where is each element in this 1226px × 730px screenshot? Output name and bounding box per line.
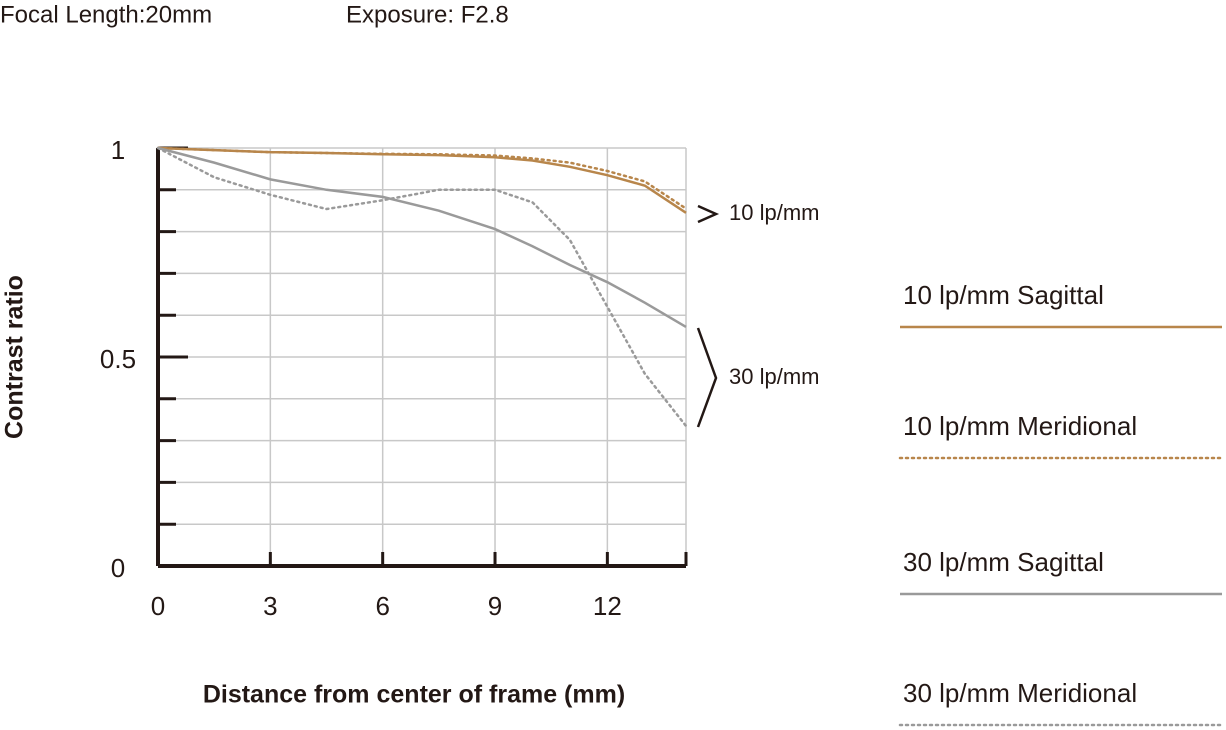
legend-label: 10 lp/mm Sagittal <box>903 280 1104 310</box>
x-tick-label: 0 <box>151 591 165 621</box>
header-focal: Focal Length:20mm <box>0 1 212 28</box>
series-line <box>157 146 687 328</box>
x-axis-label: Distance from center of frame (mm) <box>203 681 625 709</box>
legend-label: 30 lp/mm Sagittal <box>903 547 1104 577</box>
x-tick-label: 6 <box>375 591 389 621</box>
legend-label: 30 lp/mm Meridional <box>903 678 1137 708</box>
x-tick-label: 9 <box>488 591 502 621</box>
y-axis-label: Contrast ratio <box>1 275 29 439</box>
x-tick-label: 3 <box>263 591 277 621</box>
y-tick-label: 0 <box>111 553 125 583</box>
annotation: 30 lp/mm <box>729 364 819 389</box>
legend-label: 10 lp/mm Meridional <box>903 411 1137 441</box>
bracket-30 <box>696 327 718 428</box>
y-tick-label: 0.5 <box>100 344 136 374</box>
series-line <box>156 146 688 210</box>
plot: 0 0.5 1 0 3 6 9 12 <box>100 135 688 621</box>
x-tick-label: 12 <box>593 591 622 621</box>
header-exposure: Exposure: F2.8 <box>346 1 509 28</box>
y-tick-label: 1 <box>111 135 125 165</box>
annotation: 10 lp/mm <box>729 200 819 225</box>
bracket-10 <box>697 204 720 224</box>
